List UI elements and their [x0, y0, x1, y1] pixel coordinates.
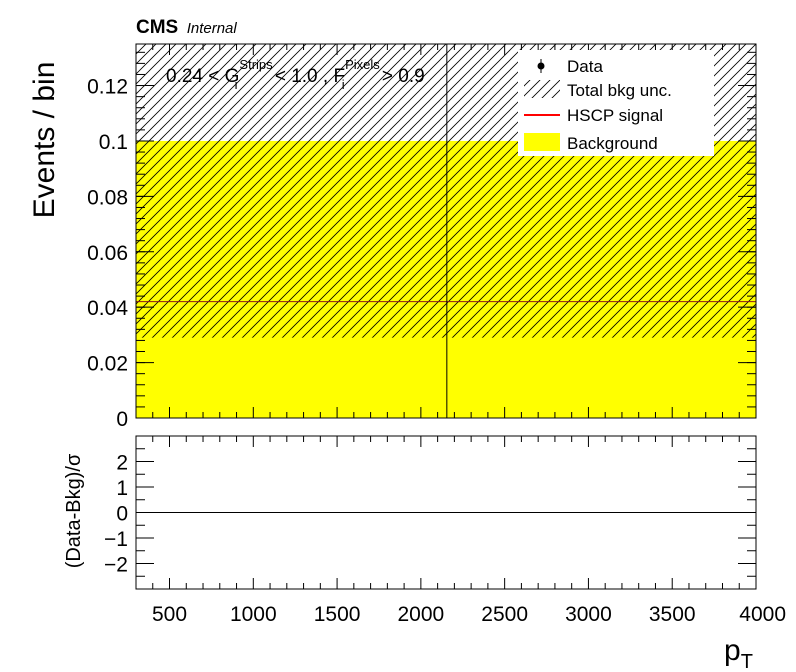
- legend: Data Total bkg unc. HSCP signal Backgrou…: [518, 50, 714, 156]
- ratio-y-tick-label: −2: [104, 554, 128, 577]
- main-y-tick-label: 0.06: [87, 242, 128, 265]
- ratio-x-axis: 500 1000 1500 2000 2500 3000 3500 4000: [135, 436, 786, 626]
- ratio-x-tick-label: 1500: [314, 603, 361, 626]
- ratio-x-tick-label: 4000: [739, 603, 786, 626]
- legend-entry-total-bkg-unc: Total bkg unc.: [524, 80, 672, 100]
- ratio-x-tick-label: 1000: [230, 603, 277, 626]
- main-y-tick-label: 0.12: [87, 76, 128, 99]
- ratio-x-tick-label: 500: [152, 603, 187, 626]
- ratio-y-tick-label: 1: [116, 477, 128, 500]
- background-swatch-icon: [524, 133, 560, 151]
- ratio-y-tick-label: −1: [104, 528, 128, 551]
- selection-label: 0.24 < GStrips i < 1.0 , FPixels i > 0.9: [166, 57, 425, 92]
- main-y-tick-label: 0.04: [87, 297, 128, 320]
- main-y-axis-title: Events / bin: [28, 62, 61, 219]
- main-frame: [135, 43, 757, 419]
- ratio-x-tick-label: 2000: [398, 603, 445, 626]
- svg-text:Background: Background: [567, 134, 658, 153]
- data-marker-icon: [537, 62, 545, 70]
- legend-entry-hscp-signal: HSCP signal: [524, 106, 663, 125]
- ratio-y-axis: −2 −10 12: [104, 448, 756, 577]
- main-x-axis-ticks: [135, 44, 757, 418]
- legend-entry-background: Background: [524, 133, 658, 153]
- ratio-y-tick-label: 2: [116, 452, 128, 475]
- legend-entry-data: Data: [537, 57, 603, 76]
- experiment-label: CMS Internal: [136, 17, 237, 38]
- main-y-tick-label: 0.08: [87, 186, 128, 209]
- ratio-x-tick-label: 3000: [565, 603, 612, 626]
- hatch-swatch-icon: [524, 80, 560, 98]
- ratio-y-axis-title: (Data-Bkg)/σ: [63, 453, 85, 568]
- ratio-x-tick-label: 3500: [649, 603, 696, 626]
- main-y-axis: 0 0.02 0.04 0.06 0.08 0.1 0.12: [87, 51, 756, 431]
- svg-text:Data: Data: [567, 57, 603, 76]
- main-y-tick-label: 0.1: [99, 131, 128, 154]
- svg-text:HSCP signal: HSCP signal: [567, 106, 663, 125]
- ratio-y-tick-label: 0: [116, 503, 128, 526]
- ratio-x-axis-title: pT: [724, 634, 753, 672]
- main-y-tick-label: 0: [116, 408, 128, 431]
- main-y-tick-label: 0.02: [87, 353, 128, 376]
- ratio-x-tick-label: 2500: [481, 603, 528, 626]
- svg-text:Total bkg unc.: Total bkg unc.: [567, 81, 672, 100]
- ratio-panel: −2 −10 12 500 1000 1500 2000 2500 3000 3500 4000: [104, 435, 786, 626]
